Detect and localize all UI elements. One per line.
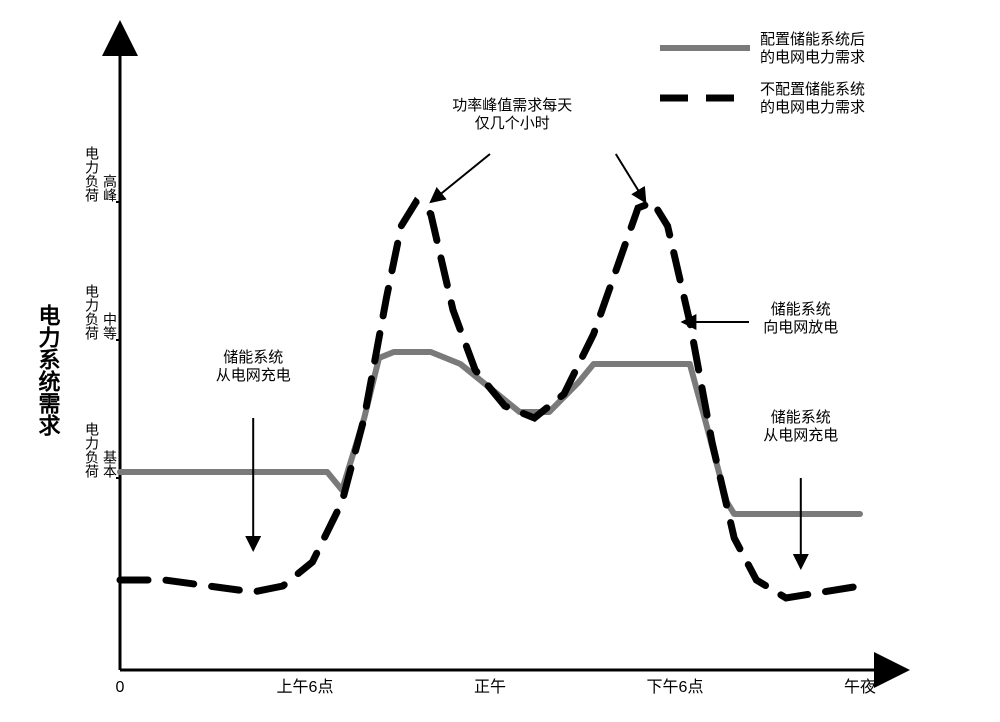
series-without-storage [120,202,860,598]
x-tick-label: 下午6点 [647,678,704,696]
y-axis-title: 电力系统需求 [36,304,61,437]
chart-svg: 电力系统需求 0 上午6点 正午 下午6点 午夜 基本电力负荷中等电力负荷高峰电力负荷 配置储… [20,20,980,702]
annotation-text: 向电网放电 [763,319,838,336]
y-tick-label: 中等电力负荷 [84,284,118,341]
x-tick-label: 午夜 [844,678,876,696]
annotation-arrow [616,154,646,202]
annotation-text: 从电网充电 [216,367,291,384]
x-tick-label: 0 [116,679,125,696]
power-demand-chart: 电力系统需求 0 上午6点 正午 下午6点 午夜 基本电力负荷中等电力负荷高峰电力负荷 配置储… [20,20,980,702]
y-tick-label: 高峰电力负荷 [84,146,118,203]
legend-label: 的电网电力需求 [760,49,865,66]
legend-label: 的电网电力需求 [760,99,865,116]
annotation-text: 从电网充电 [763,427,838,444]
annotation-text: 储能系统 [771,301,831,318]
y-tick-label: 基本电力负荷 [84,422,118,479]
legend-label: 不配置储能系统 [760,81,865,98]
annotation-text: 储能系统 [771,409,831,426]
annotation-arrow [431,154,490,202]
x-tick-label: 上午6点 [277,678,334,696]
x-tick-label: 正午 [474,678,506,696]
legend-label: 配置储能系统后 [760,31,865,48]
annotation-text: 储能系统 [223,349,283,366]
annotation-text: 功率峰值需求每天 [452,97,572,114]
annotation-text: 仅几个小时 [475,115,550,132]
